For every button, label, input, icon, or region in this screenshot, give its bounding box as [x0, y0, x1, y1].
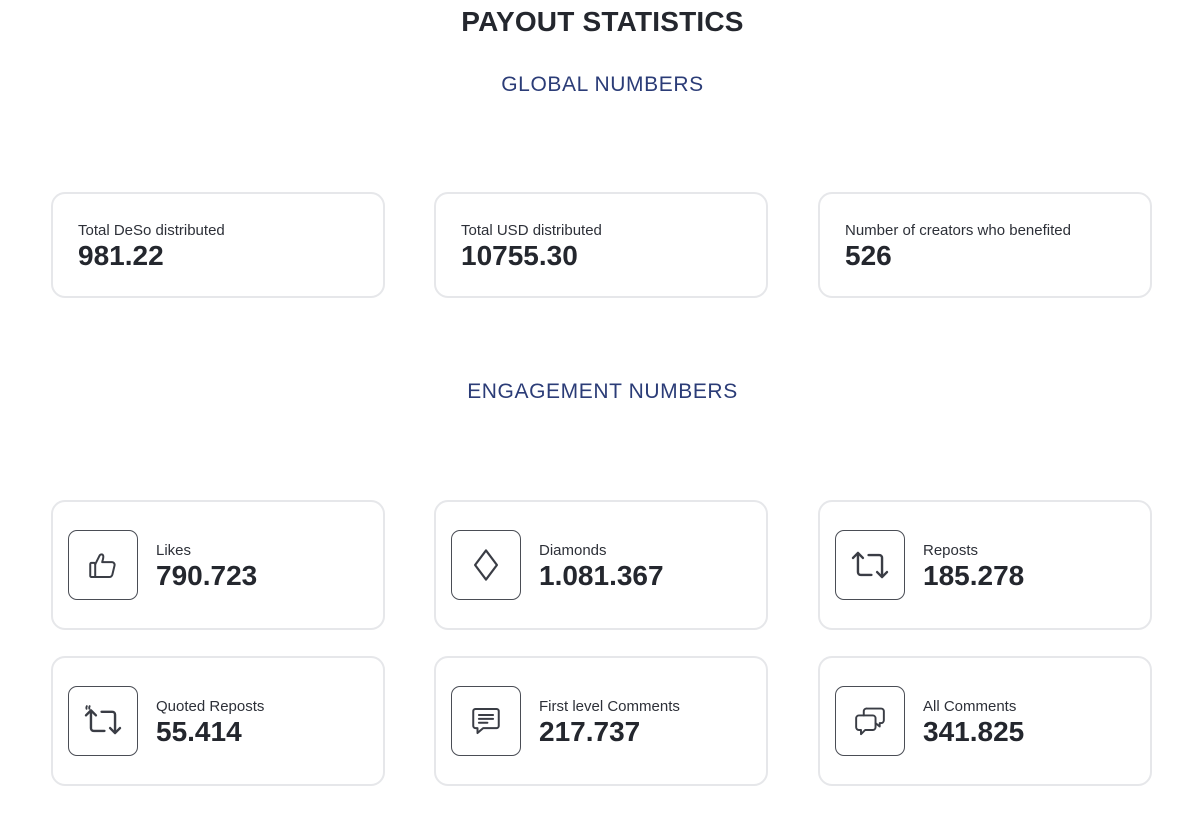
- engagement-card-reposts: Reposts 185.278: [818, 500, 1152, 630]
- engagement-value: 217.737: [539, 716, 641, 747]
- engagement-label: Likes: [156, 542, 192, 559]
- engagement-value: 790.723: [156, 560, 258, 591]
- stat-card-total-deso: Total DeSo distributed 981.22: [51, 192, 385, 298]
- global-numbers-heading: GLOBAL NUMBERS: [501, 73, 704, 96]
- page-title: PAYOUT STATISTICS: [461, 6, 744, 37]
- comment-icon: [451, 686, 521, 756]
- engagement-label: Reposts: [923, 542, 979, 559]
- engagement-card-quoted-reposts: Quoted Reposts 55.414: [51, 656, 385, 786]
- engagement-value: 341.825: [923, 716, 1025, 747]
- stat-card-total-usd: Total USD distributed 10755.30: [434, 192, 768, 298]
- engagement-card-diamonds: Diamonds 1.081.367: [434, 500, 768, 630]
- stat-card-creators-benefited: Number of creators who benefited 526: [818, 192, 1152, 298]
- stat-label: Number of creators who benefited: [845, 222, 1071, 239]
- stat-value: 10755.30: [461, 240, 578, 271]
- engagement-label: Quoted Reposts: [156, 698, 265, 715]
- engagement-numbers-heading: ENGAGEMENT NUMBERS: [467, 380, 738, 403]
- engagement-label: Diamonds: [539, 542, 607, 559]
- engagement-label: First level Comments: [539, 698, 680, 715]
- repost-icon: [835, 530, 905, 600]
- thumbs-up-icon: [68, 530, 138, 600]
- engagement-value: 185.278: [923, 560, 1025, 591]
- comments-icon: [835, 686, 905, 756]
- diamond-icon: [451, 530, 521, 600]
- engagement-card-all-comments: All Comments 341.825: [818, 656, 1152, 786]
- engagement-value: 1.081.367: [539, 560, 664, 591]
- engagement-card-likes: Likes 790.723: [51, 500, 385, 630]
- quote-repost-icon: [68, 686, 138, 756]
- engagement-card-first-level-comments: First level Comments 217.737: [434, 656, 768, 786]
- engagement-value: 55.414: [156, 716, 242, 747]
- stat-value: 981.22: [78, 240, 164, 271]
- stat-label: Total USD distributed: [461, 222, 602, 239]
- engagement-label: All Comments: [923, 698, 1017, 715]
- stat-label: Total DeSo distributed: [78, 222, 225, 239]
- stat-value: 526: [845, 240, 892, 271]
